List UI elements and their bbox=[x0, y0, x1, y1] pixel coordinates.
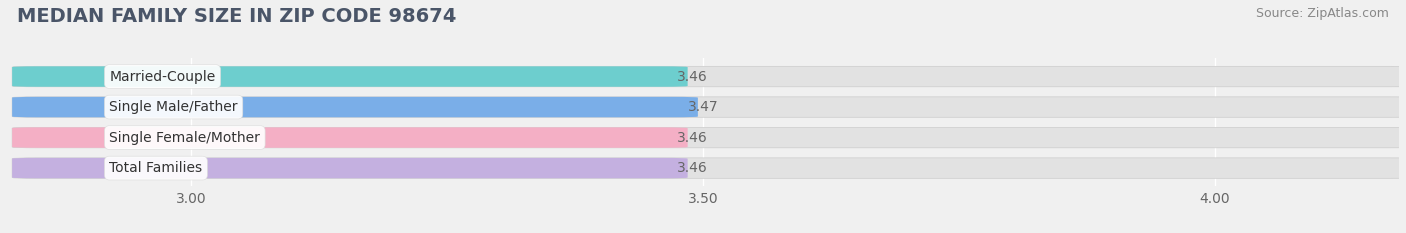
Text: Total Families: Total Families bbox=[110, 161, 202, 175]
Text: 3.46: 3.46 bbox=[678, 130, 709, 145]
FancyBboxPatch shape bbox=[13, 127, 1406, 148]
FancyBboxPatch shape bbox=[13, 66, 1406, 87]
Text: MEDIAN FAMILY SIZE IN ZIP CODE 98674: MEDIAN FAMILY SIZE IN ZIP CODE 98674 bbox=[17, 7, 456, 26]
FancyBboxPatch shape bbox=[13, 66, 688, 87]
Text: Single Male/Father: Single Male/Father bbox=[110, 100, 238, 114]
FancyBboxPatch shape bbox=[13, 97, 697, 117]
FancyBboxPatch shape bbox=[13, 158, 1406, 178]
Text: 3.46: 3.46 bbox=[678, 161, 709, 175]
FancyBboxPatch shape bbox=[13, 158, 688, 178]
Text: 3.47: 3.47 bbox=[688, 100, 718, 114]
FancyBboxPatch shape bbox=[13, 127, 688, 148]
Text: Source: ZipAtlas.com: Source: ZipAtlas.com bbox=[1256, 7, 1389, 20]
FancyBboxPatch shape bbox=[13, 97, 1406, 117]
Text: Married-Couple: Married-Couple bbox=[110, 70, 215, 84]
Text: Single Female/Mother: Single Female/Mother bbox=[110, 130, 260, 145]
Text: 3.46: 3.46 bbox=[678, 70, 709, 84]
